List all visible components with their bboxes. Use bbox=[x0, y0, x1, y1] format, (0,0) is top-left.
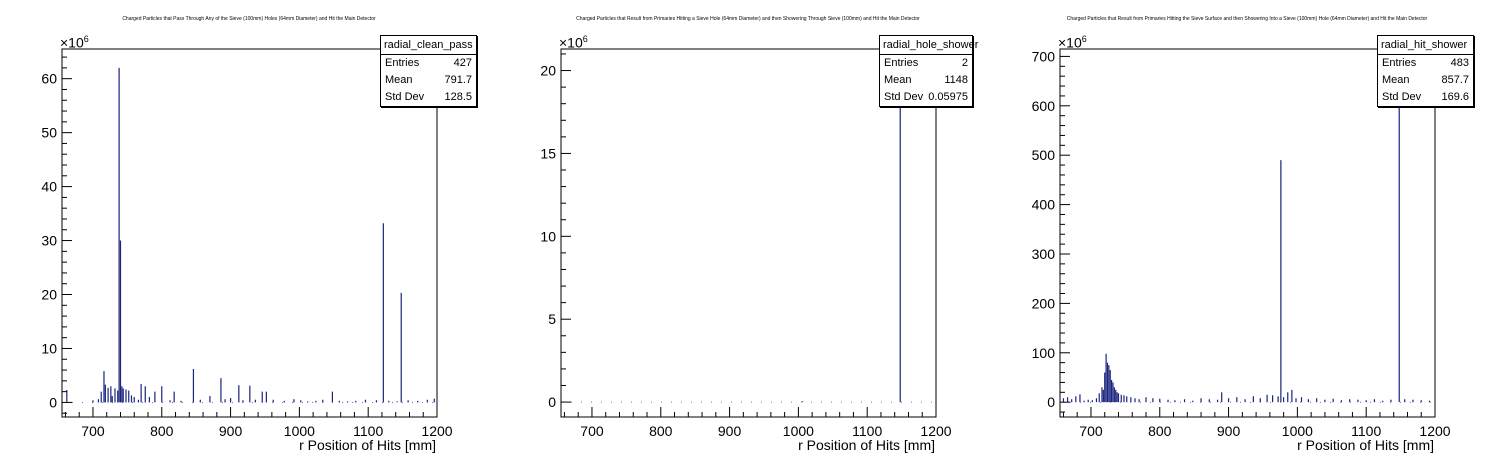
x-axis-label: r Position of Hits [mm] bbox=[798, 437, 935, 453]
y-tick-label: 20 bbox=[540, 63, 556, 79]
y-axis-multiplier: ×106 bbox=[559, 34, 588, 51]
x-tick-label: 1200 bbox=[421, 423, 452, 439]
plot-frame bbox=[61, 48, 438, 418]
x-tick-label: 1100 bbox=[1351, 423, 1381, 439]
y-tick-label: 400 bbox=[1032, 197, 1056, 213]
x-tick-label: 700 bbox=[580, 423, 604, 439]
stats-row-stddev: Std Dev 128.5 bbox=[385, 91, 472, 103]
y-tick-label: 60 bbox=[41, 71, 57, 87]
stats-row-entries: Entries 2 bbox=[884, 57, 968, 69]
y-tick-label: 15 bbox=[540, 145, 556, 161]
y-tick-label: 700 bbox=[1032, 48, 1056, 64]
y-tick-label: 500 bbox=[1032, 147, 1056, 163]
histogram-panel-hit-shower: Charged Particles that Result from Prima… bbox=[998, 0, 1496, 472]
exponent-power: 6 bbox=[582, 34, 588, 44]
x-tick-label: 1200 bbox=[920, 423, 951, 439]
plot-frame bbox=[560, 48, 937, 418]
histogram-plot: 700 800 900 1000 1100 1200 0 5 10 15 20 bbox=[540, 48, 952, 439]
chart-title: Charged Particles that Result from Prima… bbox=[1066, 16, 1428, 22]
exponent-power: 6 bbox=[83, 34, 89, 44]
chart-title: Charged Particles that Pass Through Any … bbox=[122, 16, 376, 22]
stats-box: radial_hit_shower Entries 483 Mean 857.7 S… bbox=[1377, 35, 1474, 107]
x-tick-label: 800 bbox=[150, 423, 174, 439]
x-tick-label: 700 bbox=[81, 423, 105, 439]
y-tick-label: 0 bbox=[548, 394, 556, 410]
x-tick-label: 1000 bbox=[284, 423, 315, 439]
y-tick-label: 0 bbox=[49, 394, 57, 410]
x-tick-label: 1100 bbox=[353, 423, 383, 439]
x-tick-label: 700 bbox=[1079, 423, 1103, 439]
stats-box: radial_hole_shower Entries 2 Mean 1148 Std… bbox=[879, 35, 978, 107]
stats-name: radial_hit_shower bbox=[1378, 36, 1473, 55]
stats-row-mean: Mean 1148 bbox=[884, 74, 968, 86]
y-axis-multiplier: ×106 bbox=[60, 34, 89, 51]
stats-name: radial_hole_shower bbox=[880, 36, 978, 55]
x-tick-label: 1000 bbox=[1282, 423, 1313, 439]
y-tick-label: 200 bbox=[1032, 295, 1056, 311]
x-tick-label: 1200 bbox=[1419, 423, 1450, 439]
y-tick-label: 5 bbox=[548, 311, 556, 327]
chart-title: Charged Particles that Result from Prima… bbox=[576, 16, 920, 22]
x-tick-label: 800 bbox=[1148, 423, 1172, 439]
stats-row-stddev: Std Dev 0.05975 bbox=[884, 91, 968, 103]
x-tick-label: 900 bbox=[219, 423, 243, 439]
stats-name: radial_clean_pass bbox=[381, 36, 476, 55]
stats-row-entries: Entries 483 bbox=[1382, 57, 1469, 69]
y-tick-label: 100 bbox=[1032, 345, 1056, 361]
histogram-plot: 700 800 900 1000 1100 1200 0 10 20 30 40 50 60 bbox=[41, 48, 453, 439]
y-tick-label: 600 bbox=[1032, 98, 1056, 114]
y-tick-label: 10 bbox=[41, 340, 57, 356]
plot-frame bbox=[1059, 48, 1436, 418]
x-tick-label: 800 bbox=[649, 423, 673, 439]
x-axis-label: r Position of Hits [mm] bbox=[1297, 437, 1434, 453]
x-tick-label: 900 bbox=[718, 423, 742, 439]
stats-row-stddev: Std Dev 169.6 bbox=[1382, 91, 1469, 103]
y-axis-multiplier: ×106 bbox=[1058, 34, 1087, 51]
x-axis-label: r Position of Hits [mm] bbox=[299, 437, 436, 453]
stats-row-entries: Entries 427 bbox=[385, 57, 472, 69]
exponent-base: ×10 bbox=[1058, 34, 1082, 51]
x-tick-label: 900 bbox=[1217, 423, 1241, 439]
stats-box: radial_clean_pass Entries 427 Mean 791.7 S… bbox=[380, 35, 477, 107]
y-tick-label: 30 bbox=[41, 233, 57, 249]
stats-row-mean: Mean 857.7 bbox=[1382, 74, 1469, 86]
y-tick-label: 50 bbox=[41, 125, 57, 141]
y-tick-label: 300 bbox=[1032, 246, 1056, 262]
y-tick-label: 0 bbox=[1047, 394, 1055, 410]
histogram-panel-clean-pass: Charged Particles that Pass Through Any … bbox=[0, 0, 498, 472]
exponent-base: ×10 bbox=[60, 34, 84, 51]
x-tick-label: 1100 bbox=[852, 423, 882, 439]
x-tick-label: 1000 bbox=[783, 423, 814, 439]
y-tick-label: 40 bbox=[41, 179, 57, 195]
y-tick-label: 20 bbox=[41, 287, 57, 303]
histogram-panel-hole-shower: Charged Particles that Result from Prima… bbox=[499, 0, 997, 472]
histogram-plot: 700 800 900 1000 1100 1200 0 100 200 300 400 500 600… bbox=[1032, 48, 1451, 439]
y-tick-label: 10 bbox=[540, 228, 556, 244]
exponent-power: 6 bbox=[1081, 34, 1087, 44]
stats-row-mean: Mean 791.7 bbox=[385, 74, 472, 86]
exponent-base: ×10 bbox=[559, 34, 583, 51]
